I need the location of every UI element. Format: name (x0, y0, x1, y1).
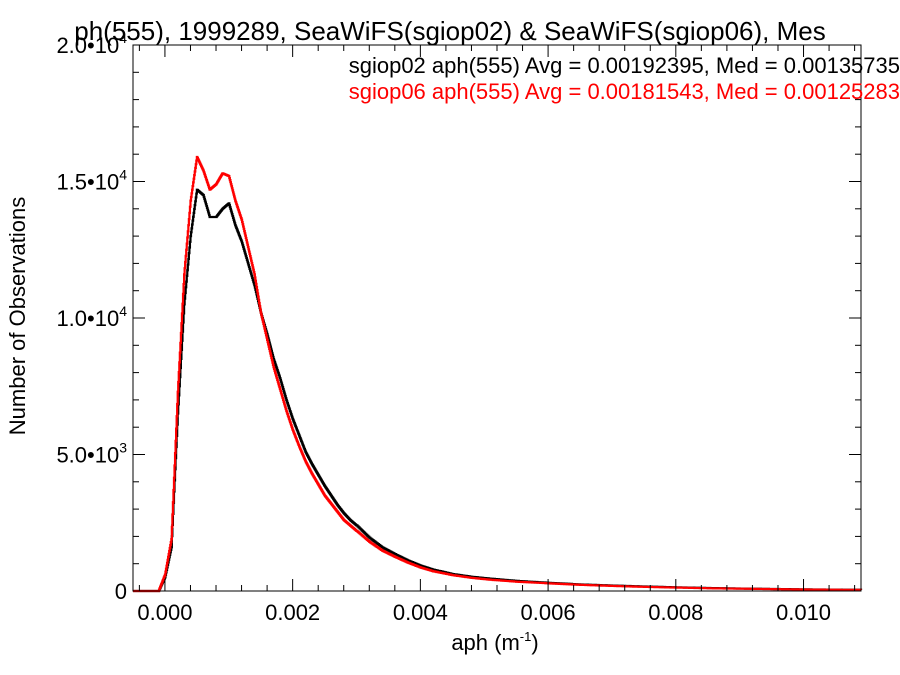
x-axis-label-tail: ) (531, 630, 538, 655)
x-axis-label: aph (m-1) (451, 629, 538, 655)
series-line-sgiop02 (133, 188, 863, 593)
x-tick-label: 0.000 (137, 600, 192, 625)
x-tick-label: 0.002 (265, 600, 320, 625)
y-tick-label: 1.0•104 (56, 303, 127, 331)
y-tick-label: 0 (115, 579, 127, 604)
chart-title: ph(555), 1999289, SeaWiFS(sgiop02) & Sea… (74, 16, 825, 46)
series-line-sgiop06 (133, 155, 863, 593)
y-axis-label: Number of Observations (5, 197, 30, 435)
x-tick-label: 0.006 (521, 600, 576, 625)
annotation-sgiop02: sgiop02 aph(555) Avg = 0.00192395, Med =… (349, 53, 900, 78)
axes-layer: 0.000 0.002 0.004 0.006 0.008 0.010 0 5.0•103 1.… (56, 30, 862, 625)
x-tick-label: 0.004 (393, 600, 448, 625)
x-tick-label: 0.010 (776, 600, 831, 625)
annotation-sgiop06: sgiop06 aph(555) Avg = 0.00181543, Med =… (349, 79, 900, 104)
x-axis-label-superscript: -1 (520, 629, 532, 644)
x-axis-label-text: aph (m (451, 630, 519, 655)
y-tick-label: 5.0•103 (56, 440, 127, 468)
series-layer (133, 155, 863, 593)
plot-frame (132, 44, 862, 592)
y-tick-label: 2.0•104 (56, 30, 127, 58)
x-tick-label: 0.008 (648, 600, 703, 625)
y-tick-label: 1.5•104 (56, 167, 127, 195)
